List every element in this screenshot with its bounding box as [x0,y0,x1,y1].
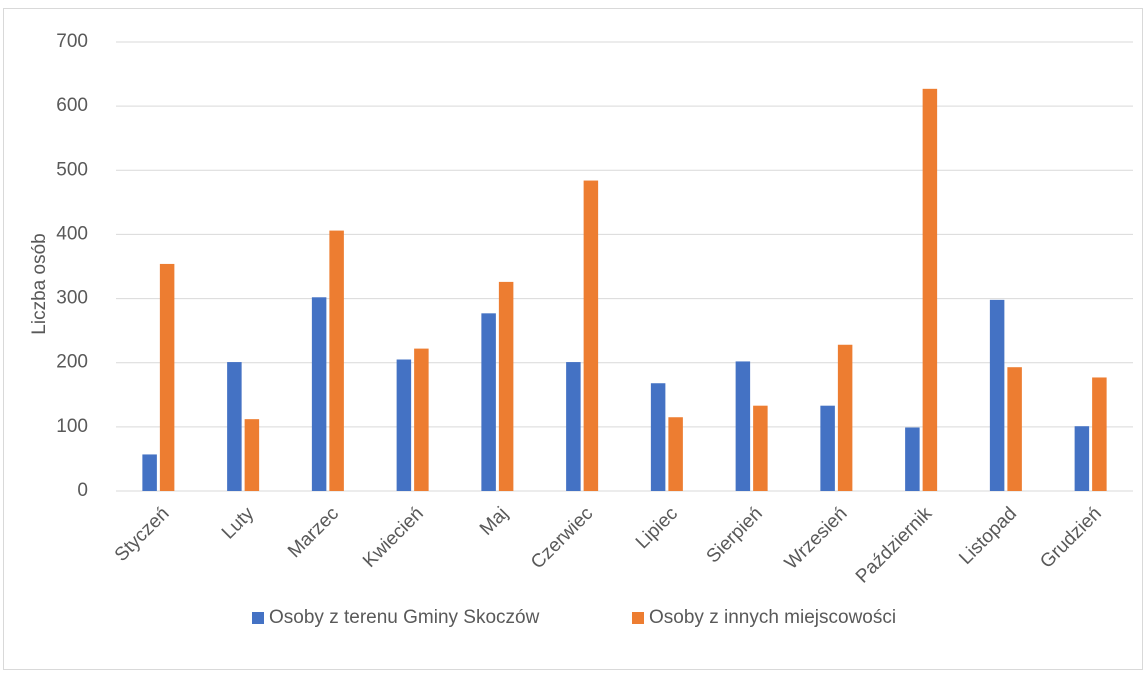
bar-gmina-skoczow [905,427,920,491]
y-tick-label: 700 [56,31,88,52]
bar-gmina-skoczow [396,359,412,491]
bar-gmina-skoczow [989,299,1005,491]
bar-gmina-skoczow [227,362,242,491]
bar-inne-miejscowosci [668,417,683,491]
y-axis-ticks: 0 100 200 300 400 500 600 700 [56,31,88,501]
bar-inne-miejscowosci [414,348,429,491]
bar-gmina-skoczow [566,362,581,491]
y-tick-label: 100 [56,416,88,437]
bar-gmina-skoczow [311,297,327,491]
bar-chart: 0 100 200 300 400 500 600 700 Styczeń Luty Marzec… [29,31,1133,628]
bar-inne-miejscowosci [1007,367,1022,491]
x-category-label: Czerwiec [527,503,597,573]
y-tick-label: 200 [56,352,88,373]
bar-inne-miejscowosci [837,344,853,491]
gridlines [116,41,1133,492]
x-category-label: Wrzesień [781,503,852,574]
bar-gmina-skoczow [650,383,666,491]
bar-inne-miejscowosci [244,419,260,491]
legend-label: Osoby z terenu Gminy Skoczów [269,607,540,628]
bar-gmina-skoczow [481,313,496,491]
x-category-label: Maj [476,503,513,540]
bar-inne-miejscowosci [1092,377,1107,491]
bars [142,88,1107,492]
bar-gmina-skoczow [142,454,157,491]
bar-inne-miejscowosci [753,405,768,491]
x-category-label: Marzec [284,503,343,562]
legend-swatch [252,612,264,624]
y-tick-label: 400 [56,223,88,244]
x-category-label: Luty [218,503,259,544]
bar-inne-miejscowosci [498,281,514,491]
x-category-label: Styczeń [111,503,174,566]
x-category-label: Lipiec [632,503,682,553]
bar-gmina-skoczow [1074,426,1090,491]
legend-label: Osoby z innych miejscowości [649,607,896,628]
chart-frame: 0 100 200 300 400 500 600 700 Styczeń Luty Marzec… [3,8,1143,670]
bar-inne-miejscowosci [159,263,175,491]
y-axis-title: Liczba osób [29,233,50,334]
bar-inne-miejscowosci [583,180,599,491]
y-tick-label: 0 [77,480,88,501]
y-tick-label: 300 [56,288,88,309]
y-tick-label: 600 [56,95,88,116]
x-category-label: Listopad [955,503,1021,569]
bar-gmina-skoczow [820,405,835,491]
x-category-label: Kwiecień [359,503,428,572]
x-category-label: Październik [852,503,937,588]
bar-gmina-skoczow [735,361,751,491]
bar-inne-miejscowosci [329,230,344,491]
x-category-label: Sierpień [703,503,767,567]
legend: Osoby z terenu Gminy Skoczów Osoby z inny… [252,607,896,628]
legend-swatch [632,612,644,624]
y-tick-label: 500 [56,159,88,180]
x-category-label: Grudzień [1036,503,1105,572]
bar-inne-miejscowosci [922,88,938,492]
x-axis-categories: Styczeń Luty Marzec Kwiecień Maj Czerwiec Lipi… [111,503,1106,588]
